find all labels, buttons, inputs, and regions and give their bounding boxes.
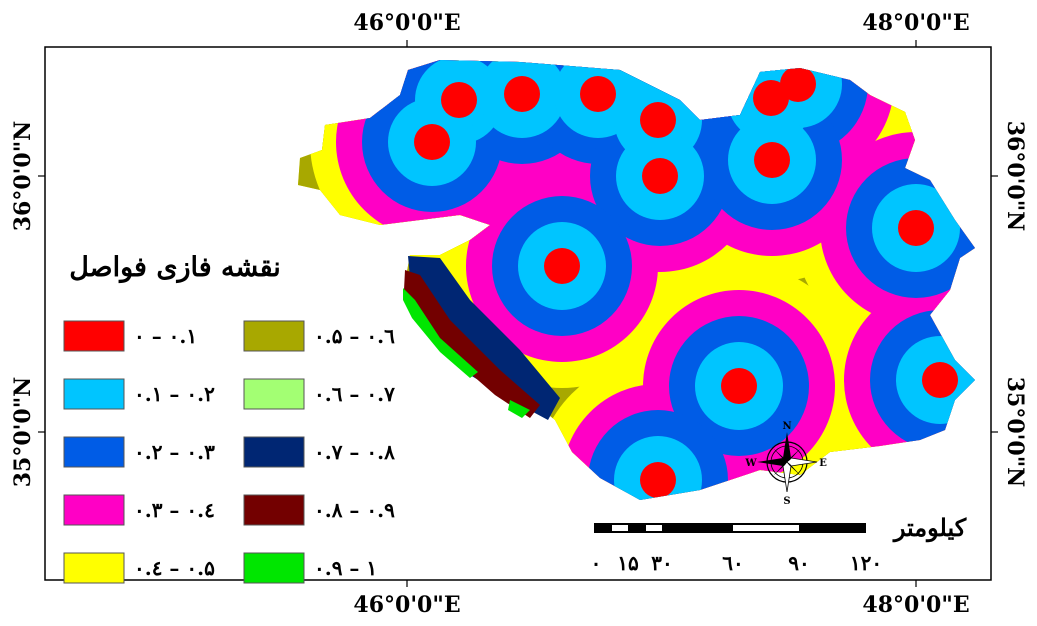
fuzzy-zone-ring <box>754 142 790 178</box>
legend-label: ۰.٦ – ۰.۷ <box>314 382 395 406</box>
lat-label-right-upper: 36°0'0"N <box>1002 121 1028 232</box>
legend-label: ۰.۲ – ۰.۳ <box>134 440 215 464</box>
fuzzy-zone-ring <box>504 76 540 112</box>
scale-tick-label: ۳۰ <box>651 551 672 575</box>
fuzzy-zone-ring <box>898 210 934 246</box>
scale-tick-label: ۹۰ <box>788 551 809 575</box>
fuzzy-zone-ring <box>640 102 676 138</box>
province-fuzzy-zones <box>298 60 975 500</box>
legend-swatch <box>243 494 305 526</box>
fuzzy-zone-ring <box>441 82 477 118</box>
legend-swatch <box>243 320 305 352</box>
fuzzy-zone-ring <box>642 158 678 194</box>
legend-swatch <box>63 378 125 410</box>
legend-swatch <box>63 320 125 352</box>
compass-w: W <box>744 458 757 469</box>
legend-swatch <box>63 552 125 584</box>
legend-label: ۰.۱ – ۰.۲ <box>134 382 215 406</box>
fuzzy-zone-ring <box>544 248 580 284</box>
fuzzy-zone-ring <box>721 368 757 404</box>
fuzzy-zone-ring <box>922 362 958 398</box>
compass-s: S <box>783 496 790 507</box>
fuzzy-zone-ring <box>753 80 789 116</box>
southwest-high-strip <box>403 256 560 420</box>
fuzzy-zone-ring <box>780 66 816 102</box>
compass-e: E <box>819 458 827 469</box>
lon-label-top-left: 46°0'0"E <box>353 10 460 36</box>
legend-title: نقشه فازی فواصل <box>69 252 281 284</box>
legend-label: ۰ – ۰.۱ <box>134 324 197 348</box>
scale-bar: کیلومتر ۰ ۱۵ ۳۰ ٦۰ ۹۰ ۱۲۰ <box>591 513 967 575</box>
legend-label: ۰.۹ – ۱ <box>314 556 377 580</box>
fuzzy-zone-ring <box>414 124 450 160</box>
graticule-ticks <box>38 40 998 587</box>
lon-label-bottom-left: 46°0'0"E <box>353 592 460 618</box>
scale-bar-unit: کیلومتر <box>892 513 967 543</box>
scale-tick-label: ۱۲۰ <box>850 551 882 575</box>
lat-label-left-upper: 36°0'0"N <box>10 121 36 232</box>
legend-swatch <box>243 378 305 410</box>
north-arrow-icon: N S E W <box>744 421 827 507</box>
fuzzy-zone-ring <box>580 76 616 112</box>
lon-label-top-right: 48°0'0"E <box>862 10 969 36</box>
legend-swatch <box>63 436 125 468</box>
scale-tick-label: ۱۵ <box>617 551 639 575</box>
legend-label: ۰.۵ – ۰.٦ <box>314 324 395 348</box>
map-frame <box>44 46 992 581</box>
legend-swatch <box>243 436 305 468</box>
lat-label-right-lower: 35°0'0"N <box>1002 377 1028 488</box>
legend-swatch <box>243 552 305 584</box>
lat-label-left-lower: 35°0'0"N <box>10 377 36 488</box>
legend-swatch <box>63 494 125 526</box>
legend-label: ۰.٤ – ۰.۵ <box>134 556 215 580</box>
fuzzy-zone-ring <box>640 462 676 498</box>
legend-label: ۰.۳ – ۰.٤ <box>134 498 215 522</box>
legend: نقشه فازی فواصل ۰ – ۰.۱ ۰.۱ – ۰.۲ ۰.۲ – ۰.… <box>63 252 395 584</box>
legend-label: ۰.۷ – ۰.۸ <box>314 440 395 464</box>
legend-label: ۰.۸ – ۰.۹ <box>314 498 395 522</box>
scale-tick-label: ۰ <box>591 551 602 575</box>
compass-n: N <box>782 421 791 432</box>
scale-tick-label: ٦۰ <box>722 551 743 575</box>
lon-label-bottom-right: 48°0'0"E <box>862 592 969 618</box>
